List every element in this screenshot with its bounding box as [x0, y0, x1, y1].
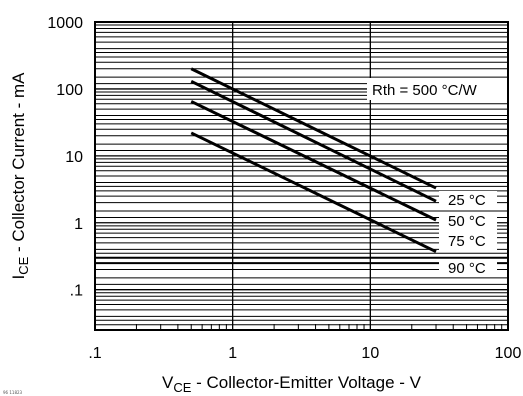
y-tick-label: 1000	[47, 15, 83, 32]
series-labels: 25 °C 50 °C 75 °C 90 °C	[439, 191, 498, 277]
series-label-text: 90 °C	[448, 260, 486, 277]
series-label-text: 75 °C	[448, 233, 486, 250]
figure-code: 96 11823	[3, 390, 23, 395]
series-layer	[190, 67, 437, 254]
series-label-text: 25 °C	[448, 192, 486, 209]
x-tick-label: .1	[88, 345, 101, 362]
plot-frame	[94, 21, 509, 331]
y-tick-label: 100	[56, 82, 83, 99]
series-line	[190, 79, 437, 203]
y-axis-title: ICE - Collector Current - mA	[9, 72, 31, 280]
annotation-rth-text: Rth = 500 °C/W	[372, 82, 478, 99]
series-label: 75 °C	[439, 232, 498, 250]
series-line	[190, 67, 437, 190]
series-line	[190, 131, 437, 254]
x-axis-title-sub: CE	[173, 380, 191, 395]
x-tick-label: 1	[228, 345, 237, 362]
grid	[95, 22, 508, 331]
x-axis-title-rest: - Collector-Emitter Voltage - V	[191, 373, 421, 392]
y-tick-label: 1	[74, 216, 83, 233]
series-label: 25 °C	[439, 191, 498, 209]
y-axis-title-sub: CE	[16, 256, 31, 274]
x-tick-label: 100	[495, 345, 522, 362]
series-label-text: 50 °C	[448, 213, 486, 230]
y-tick-label: .1	[70, 283, 83, 300]
series-label: 90 °C	[439, 259, 498, 277]
x-tick-label: 10	[361, 345, 379, 362]
annotation-rth: Rth = 500 °C/W	[367, 78, 507, 100]
x-axis-title-main: V	[162, 373, 174, 392]
series-line	[190, 100, 437, 222]
tick-labels: .1 1 10 100 1000 100 10 1 .1	[47, 15, 521, 362]
series-label: 50 °C	[439, 212, 498, 230]
x-axis-title: VCE - Collector-Emitter Voltage - V	[162, 373, 422, 395]
y-axis-title-rest: - Collector Current - mA	[9, 72, 28, 257]
y-axis-title-main: I	[9, 275, 28, 280]
y-tick-label: 10	[65, 149, 83, 166]
